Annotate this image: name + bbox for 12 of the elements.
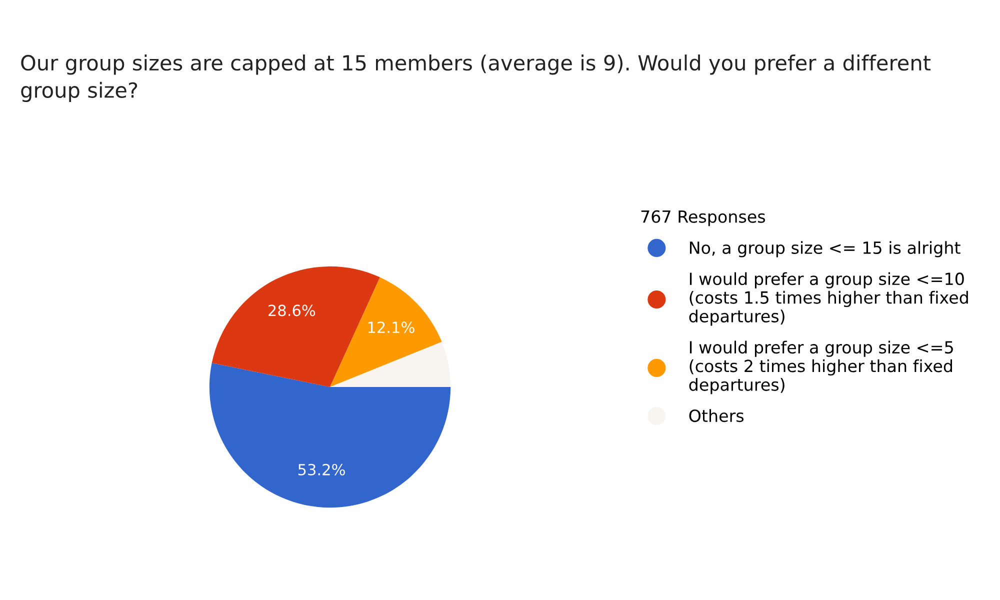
pie-slice (330, 277, 442, 387)
legend-label: I would prefer a group size <=5 (costs 2 times higher than fixed departures) (689, 340, 953, 394)
data-label: 28.6% (268, 304, 316, 316)
chart-title: Our group sizes are capped at 15 members (average is 9). Would you prefer a different group size? (21, 54, 931, 102)
legend-label: Others (689, 409, 744, 422)
pie-slice (209, 362, 451, 508)
legend-label: I would prefer a group size <=10 (costs 1.5 times higher than fixed departures) (689, 272, 968, 326)
legend-title: 767 Responses (641, 210, 766, 226)
legend-label: No, a group size <= 15 is alright (690, 241, 960, 258)
pie-slice (330, 342, 451, 387)
data-label: 53.2% (298, 464, 345, 476)
data-label: 12.1% (368, 322, 414, 334)
